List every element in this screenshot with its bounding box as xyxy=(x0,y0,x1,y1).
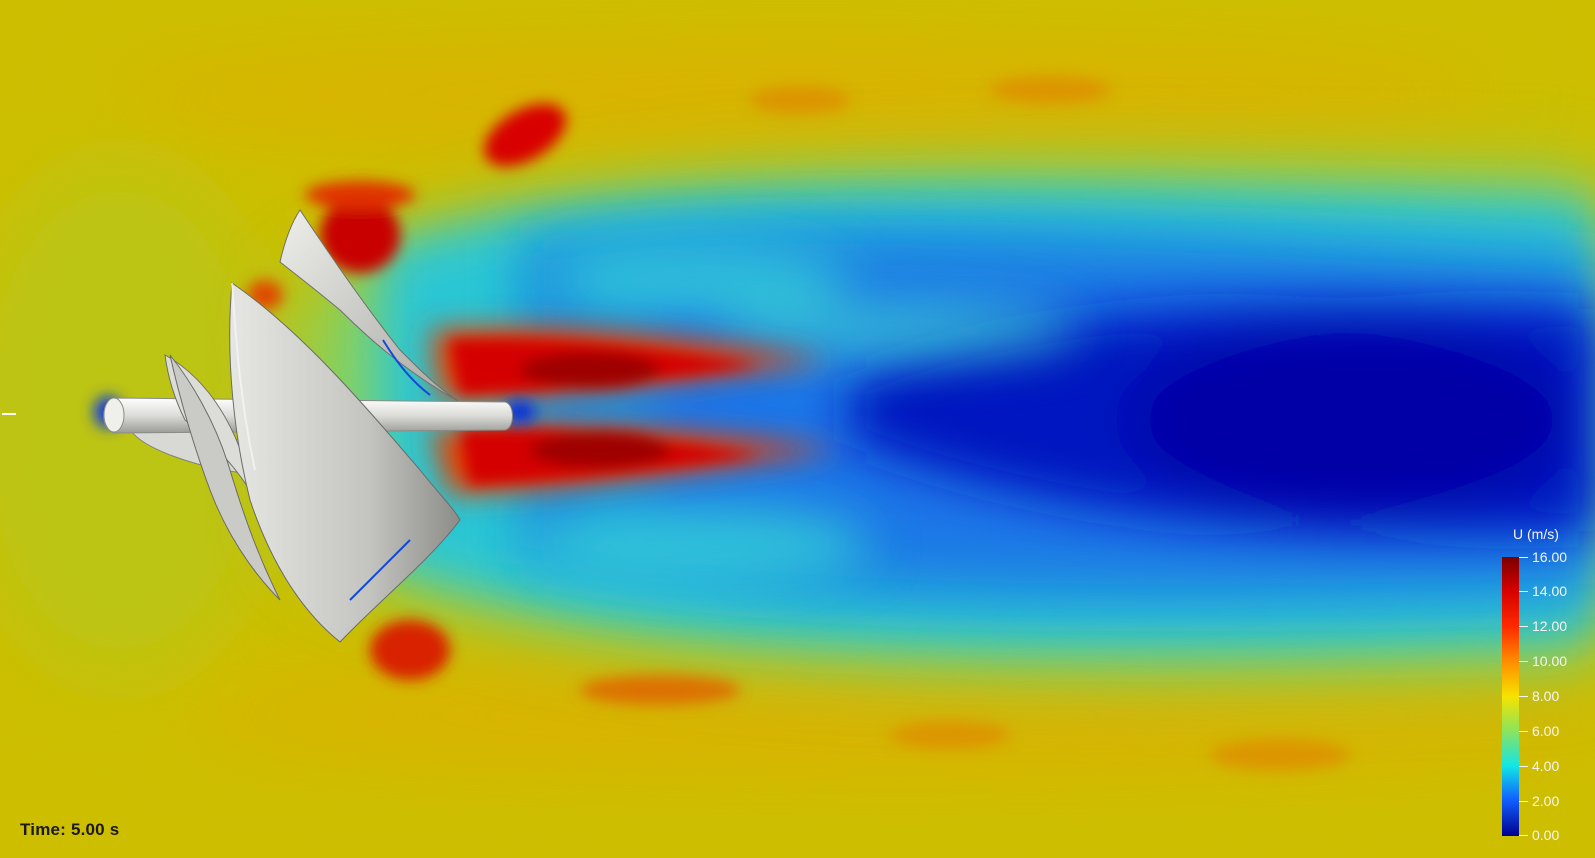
colorbar-tick xyxy=(1519,766,1528,767)
colorbar-tick xyxy=(1519,557,1528,558)
turbine-geometry xyxy=(103,209,513,643)
colorbar-gradient xyxy=(1502,557,1519,836)
jet-core-red xyxy=(450,339,760,485)
colorbar-tick-label: 2.00 xyxy=(1532,793,1560,809)
colorbar-tick xyxy=(1519,801,1528,802)
colorbar-tick-label: 8.00 xyxy=(1532,688,1560,704)
axis-marker xyxy=(2,413,16,415)
colorbar-tick-label: 12.00 xyxy=(1532,618,1568,634)
time-annotation: Time: 5.00 s xyxy=(20,820,120,839)
colorbar-tick-label: 16.00 xyxy=(1532,549,1568,565)
colorbar-tick xyxy=(1519,835,1528,836)
tip-vortices xyxy=(247,76,1350,771)
colorbar-tick-label: 0.00 xyxy=(1532,827,1560,843)
colorbar-tick-label: 10.00 xyxy=(1532,653,1568,669)
colorbar-tick-label: 6.00 xyxy=(1532,723,1560,739)
wake-cyan-inner xyxy=(530,245,1080,585)
colorbar-tick xyxy=(1519,731,1528,732)
colorbar-tick xyxy=(1519,661,1528,662)
colorbar-tick xyxy=(1519,696,1528,697)
colorbar-tick-label: 14.00 xyxy=(1532,583,1568,599)
colorbar-tick xyxy=(1519,591,1528,592)
colorbar-tick xyxy=(1519,626,1528,627)
wake-core xyxy=(850,305,1595,533)
colorbar-title: U (m/s) xyxy=(1513,526,1559,542)
colorbar-tick-label: 4.00 xyxy=(1532,758,1560,774)
